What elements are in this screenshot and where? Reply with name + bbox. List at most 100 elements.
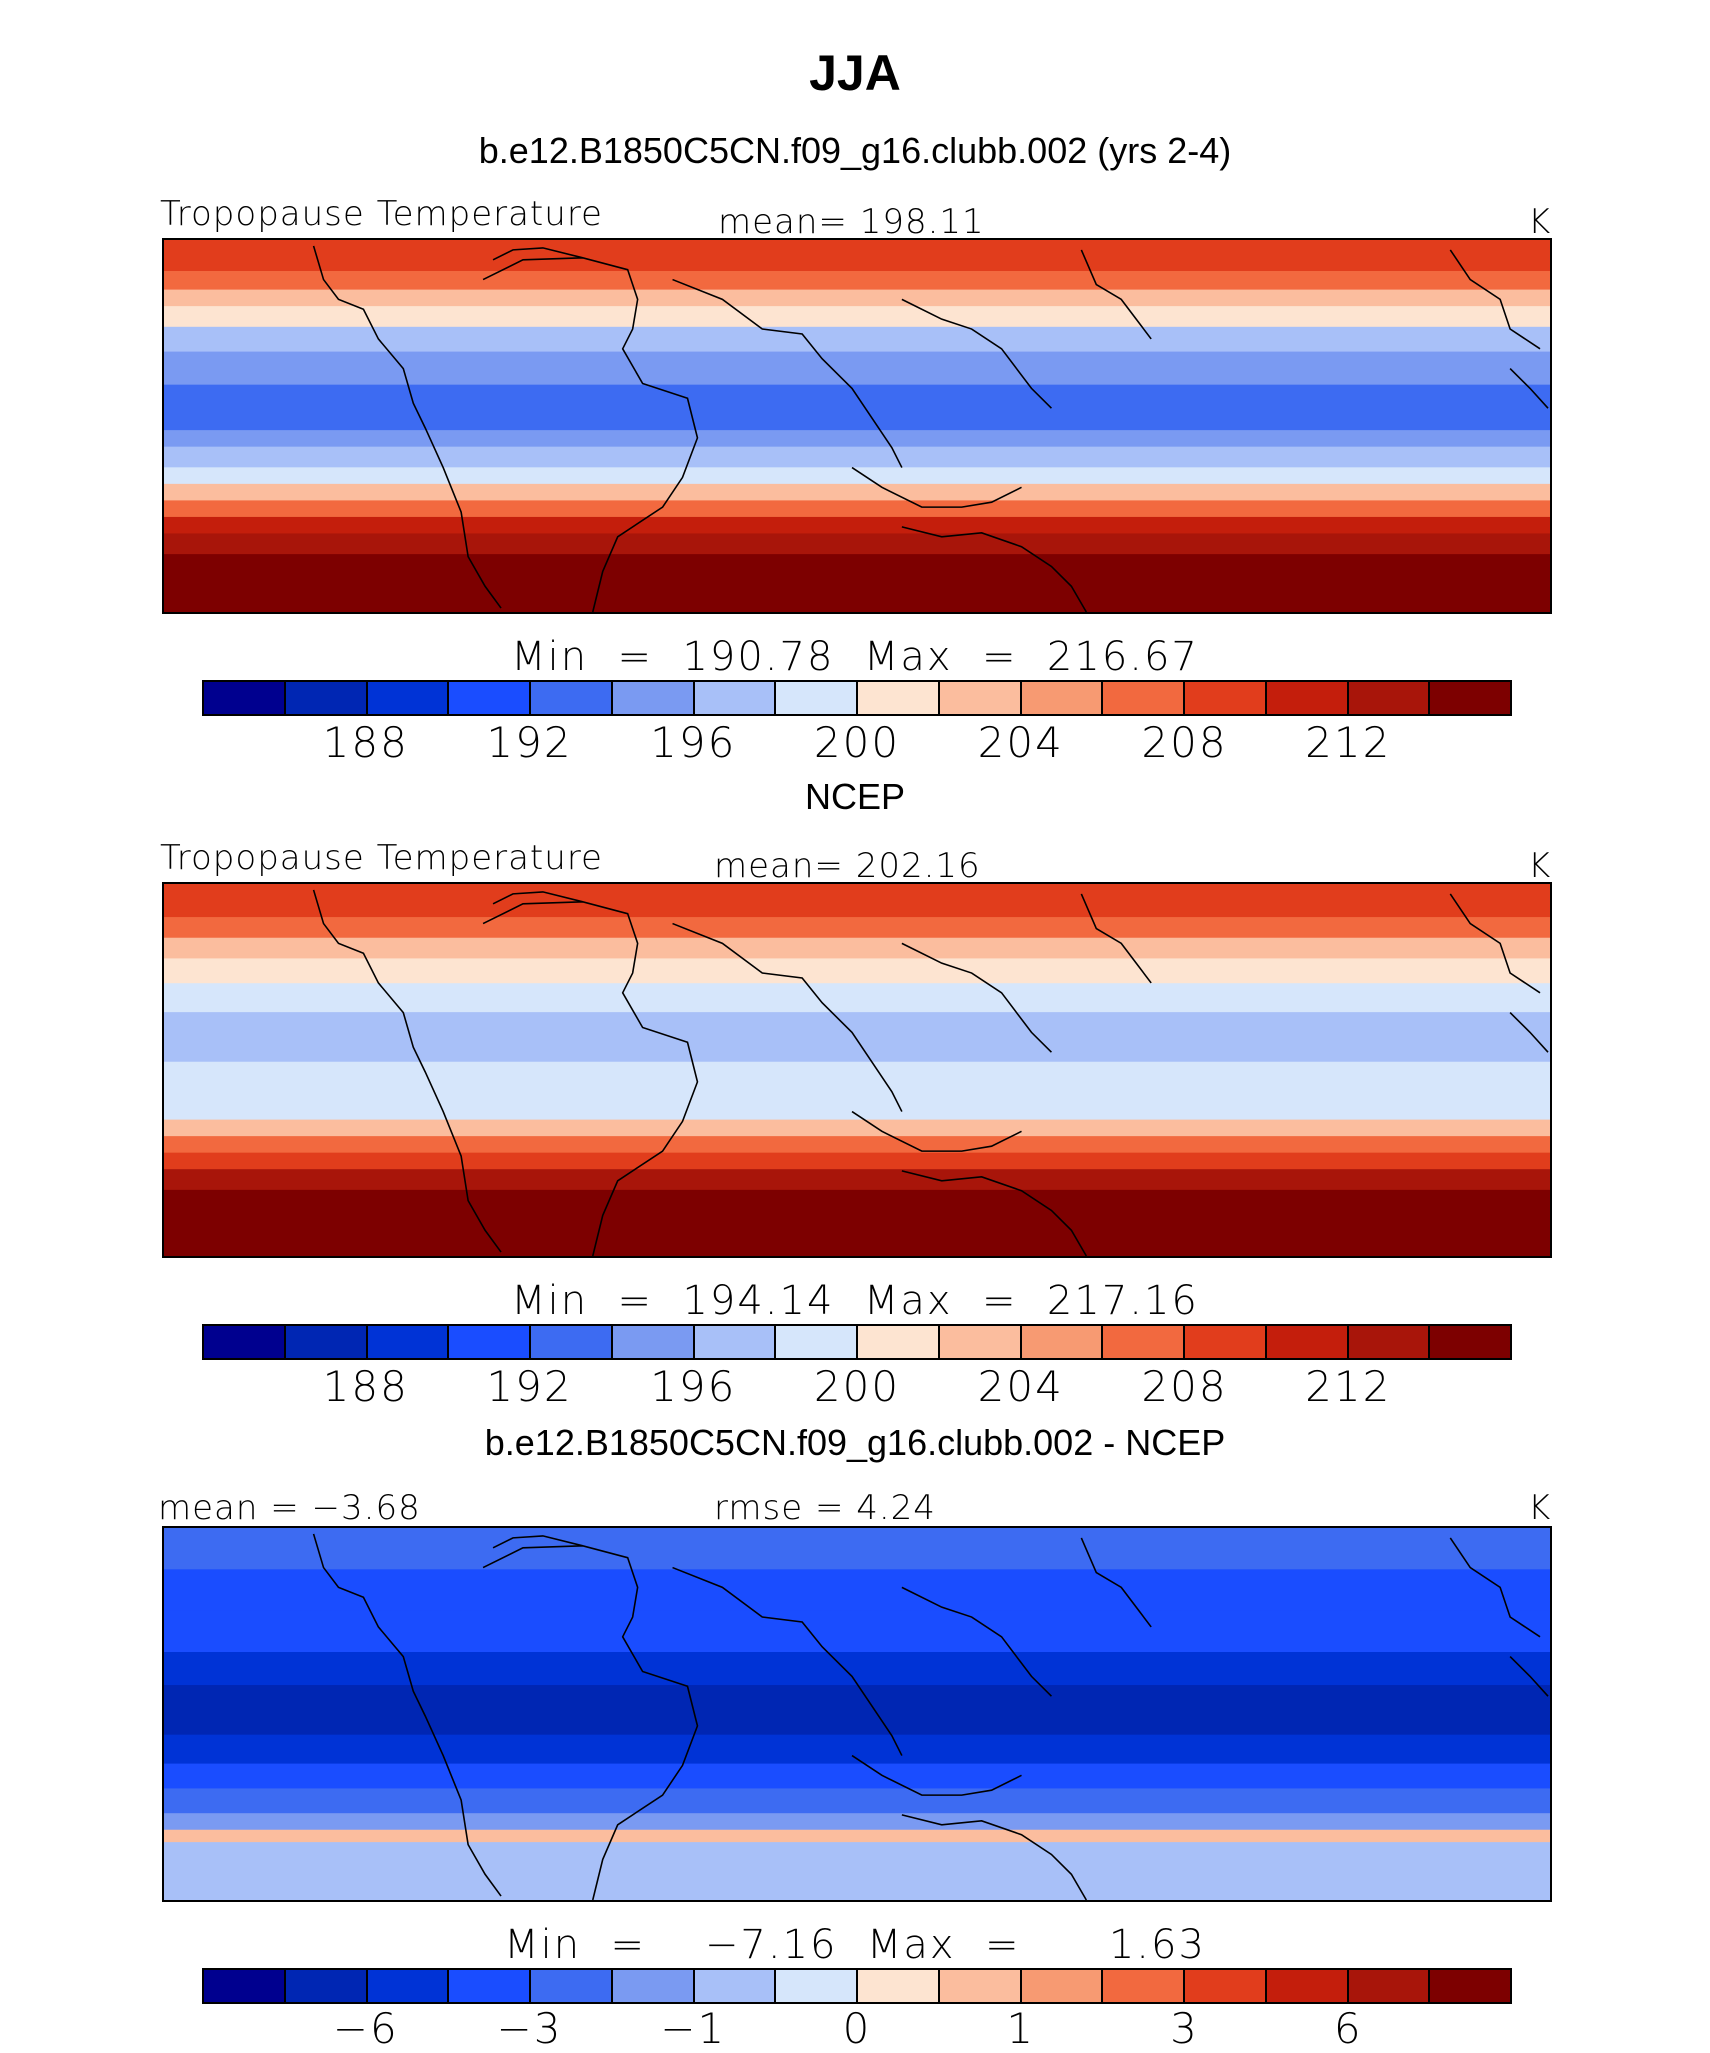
panel-1-stats: Min = 190.78 Max = 216.67 bbox=[511, 634, 1199, 680]
field-band bbox=[164, 884, 1550, 918]
panel-1-title: b.e12.B1850C5CN.f09_g16.clubb.002 (yrs 2… bbox=[478, 130, 1232, 171]
colorbar-tick-label: −1 bbox=[660, 2004, 727, 2053]
field-band bbox=[164, 306, 1550, 328]
colorbar-swatch bbox=[1021, 1970, 1104, 2002]
coastline bbox=[1080, 1537, 1152, 1628]
field-band bbox=[164, 384, 1550, 431]
panel-2-map bbox=[162, 882, 1552, 1258]
colorbar-tick-label: 1 bbox=[1006, 2004, 1036, 2053]
colorbar-swatch bbox=[1185, 682, 1267, 714]
field-band bbox=[164, 1652, 1550, 1686]
coastline bbox=[492, 1535, 583, 1549]
panel-1-mean-label: mean= 198.11 bbox=[718, 202, 985, 242]
coastline bbox=[901, 526, 1088, 612]
coastline bbox=[1449, 1537, 1541, 1638]
colorbar-swatch bbox=[1430, 1970, 1510, 2002]
panel-3-units-label: K bbox=[1528, 1488, 1552, 1528]
colorbar-swatch bbox=[1103, 682, 1185, 714]
colorbar-tick-label: 6 bbox=[1333, 2004, 1363, 2053]
colorbar-tick-label: −6 bbox=[332, 2004, 399, 2053]
panel-3-map bbox=[162, 1526, 1552, 1902]
figure-title: JJA bbox=[809, 45, 901, 101]
colorbar-swatch bbox=[1430, 682, 1510, 714]
field-band bbox=[164, 1813, 1550, 1831]
field-band bbox=[164, 326, 1550, 353]
field-band bbox=[164, 958, 1550, 984]
colorbar-swatch bbox=[612, 1970, 695, 2002]
colorbar-swatch bbox=[1266, 1326, 1349, 1358]
panel-1-map bbox=[162, 238, 1552, 614]
colorbar-tick-label: 204 bbox=[977, 718, 1064, 767]
panel-2-units-label: K bbox=[1528, 846, 1552, 886]
coastline bbox=[1449, 249, 1541, 350]
colorbar-tick-label: 208 bbox=[1141, 1362, 1228, 1411]
field-band bbox=[164, 533, 1550, 555]
colorbar-tick-label: 208 bbox=[1141, 718, 1228, 767]
panel-1-field bbox=[164, 240, 1550, 612]
colorbar-tick-label: 212 bbox=[1305, 1362, 1392, 1411]
field-band bbox=[164, 430, 1550, 448]
coastline bbox=[312, 1533, 502, 1897]
colorbar-swatch bbox=[1266, 682, 1349, 714]
coastline bbox=[672, 278, 903, 468]
field-band bbox=[164, 1842, 1550, 1900]
field-band bbox=[164, 351, 1550, 386]
field-band bbox=[164, 1152, 1550, 1170]
colorbar-tick-label: 204 bbox=[977, 1362, 1064, 1411]
panel-3-rmse-label: rmse = 4.24 bbox=[714, 1488, 936, 1528]
coastline bbox=[492, 247, 583, 261]
panel-2-field bbox=[164, 884, 1550, 1256]
colorbar-tick-label: 200 bbox=[813, 718, 901, 767]
colorbar-swatch bbox=[1266, 1970, 1349, 2002]
colorbar-swatch bbox=[1185, 1970, 1267, 2002]
coastline bbox=[901, 1586, 1053, 1697]
coastline bbox=[482, 257, 699, 612]
coastline bbox=[901, 1170, 1088, 1256]
coastline bbox=[672, 1566, 903, 1756]
field-band bbox=[164, 1169, 1550, 1191]
colorbar-swatch bbox=[204, 1970, 286, 2002]
coastline bbox=[482, 1545, 699, 1900]
colorbar-swatch bbox=[449, 1970, 531, 2002]
colorbar-tick-label: 188 bbox=[322, 1362, 409, 1411]
colorbar-swatch bbox=[449, 682, 531, 714]
coastline bbox=[672, 922, 903, 1112]
colorbar-swatch bbox=[449, 1326, 531, 1358]
colorbar-swatch bbox=[285, 682, 368, 714]
coastline bbox=[851, 1110, 1022, 1152]
colorbar-swatch bbox=[1348, 1970, 1431, 2002]
panel-2-title: NCEP bbox=[804, 776, 906, 817]
colorbar-swatch bbox=[612, 1326, 695, 1358]
field-band bbox=[164, 1061, 1550, 1100]
colorbar-swatch bbox=[1348, 1326, 1431, 1358]
colorbar-swatch bbox=[858, 1970, 940, 2002]
colorbar-swatch bbox=[531, 682, 613, 714]
field-band bbox=[164, 1206, 1550, 1256]
coastline bbox=[492, 891, 583, 905]
panel-3-title: b.e12.B1850C5CN.f09_g16.clubb.002 - NCEP bbox=[484, 1422, 1226, 1463]
coastline bbox=[1449, 893, 1541, 994]
colorbar-swatch bbox=[531, 1326, 613, 1358]
colorbar-swatch bbox=[694, 1326, 777, 1358]
colorbar-tick-label: −3 bbox=[496, 2004, 563, 2053]
coastline bbox=[482, 901, 699, 1256]
colorbar-tick-label: 192 bbox=[486, 718, 573, 767]
colorbar-swatch bbox=[858, 682, 940, 714]
coastline bbox=[1080, 893, 1152, 984]
colorbar-tick-label: 192 bbox=[486, 1362, 573, 1411]
field-band bbox=[164, 271, 1550, 291]
panel-3-stats: Min = −7.16 Max = 1.63 bbox=[504, 1922, 1206, 1968]
field-band bbox=[164, 1685, 1550, 1736]
field-band bbox=[164, 917, 1550, 939]
field-band bbox=[164, 1829, 1550, 1843]
field-band bbox=[164, 1119, 1550, 1137]
colorbar-swatch bbox=[694, 682, 777, 714]
field-band bbox=[164, 289, 1550, 307]
colorbar-swatch bbox=[531, 1970, 613, 2002]
panel-3-colorbar-ticks: −6 −3 −1 0 1 3 6 bbox=[202, 2004, 1512, 2053]
colorbar-swatch bbox=[367, 1970, 450, 2002]
panel-3-mean-label: mean = −3.68 bbox=[158, 1488, 421, 1528]
field-band bbox=[164, 1528, 1550, 1570]
coastline bbox=[312, 889, 502, 1253]
field-band bbox=[164, 937, 1550, 959]
